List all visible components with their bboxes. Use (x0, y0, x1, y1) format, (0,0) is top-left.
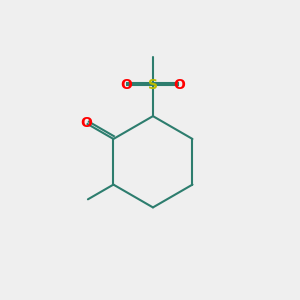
Text: O: O (121, 78, 132, 92)
Text: O: O (173, 78, 185, 92)
Text: O: O (81, 116, 93, 130)
Text: S: S (148, 78, 158, 92)
